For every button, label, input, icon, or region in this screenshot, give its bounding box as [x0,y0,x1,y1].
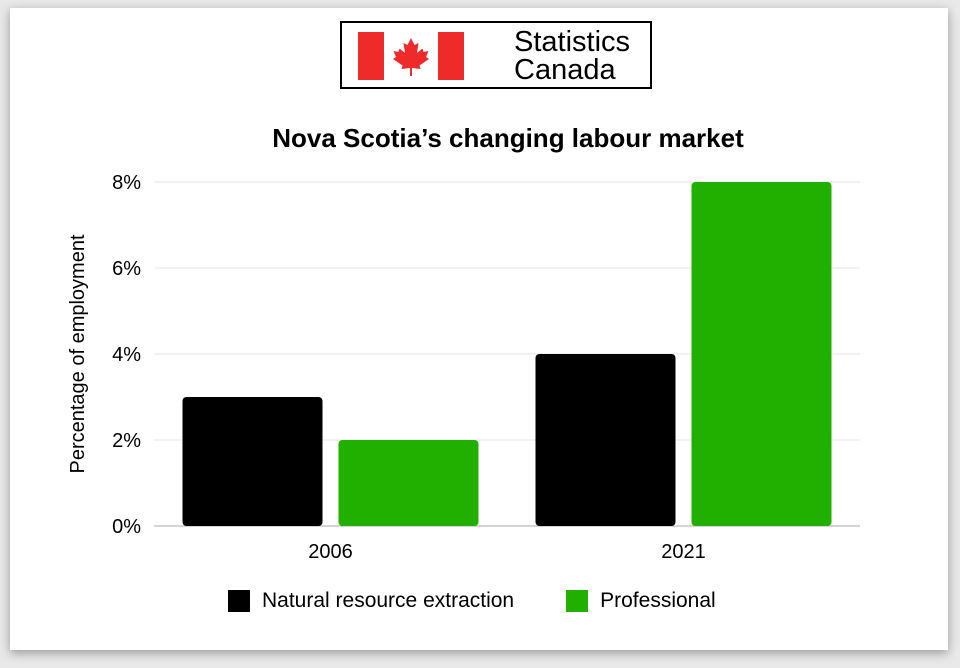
bar [535,354,676,526]
legend-swatch [566,590,589,612]
legend-item: Professional [566,589,716,613]
legend-label: Natural resource extraction [262,589,515,612]
y-tick-label: 6% [112,258,141,280]
maple-leaf-icon [393,38,429,76]
y-tick-label: 0% [112,516,141,538]
logo-text-statistics: Statistics [514,26,631,58]
flag-right-band [438,32,464,80]
bar [338,440,479,526]
x-tick-label: 2006 [308,541,353,563]
bar [691,182,832,526]
chart-legend: Natural resource extraction Professional [228,587,768,615]
x-tick-label: 2021 [661,541,706,563]
y-tick-label: 8% [112,172,141,194]
y-axis-label: Percentage of employment [67,234,89,473]
legend-swatch [228,590,250,612]
statistics-canada-logo: Statistics Canada [340,21,652,89]
logo-text-canada: Canada [514,54,616,86]
canada-flag-icon [358,32,464,80]
legend-label: Professional [600,589,716,612]
chart-title: Nova Scotia’s changing labour market [272,123,744,153]
y-tick-label: 2% [112,430,141,452]
y-tick-label: 4% [112,344,141,366]
bar [182,397,323,526]
legend-item: Natural resource extraction [228,589,514,613]
flag-left-band [358,32,384,80]
